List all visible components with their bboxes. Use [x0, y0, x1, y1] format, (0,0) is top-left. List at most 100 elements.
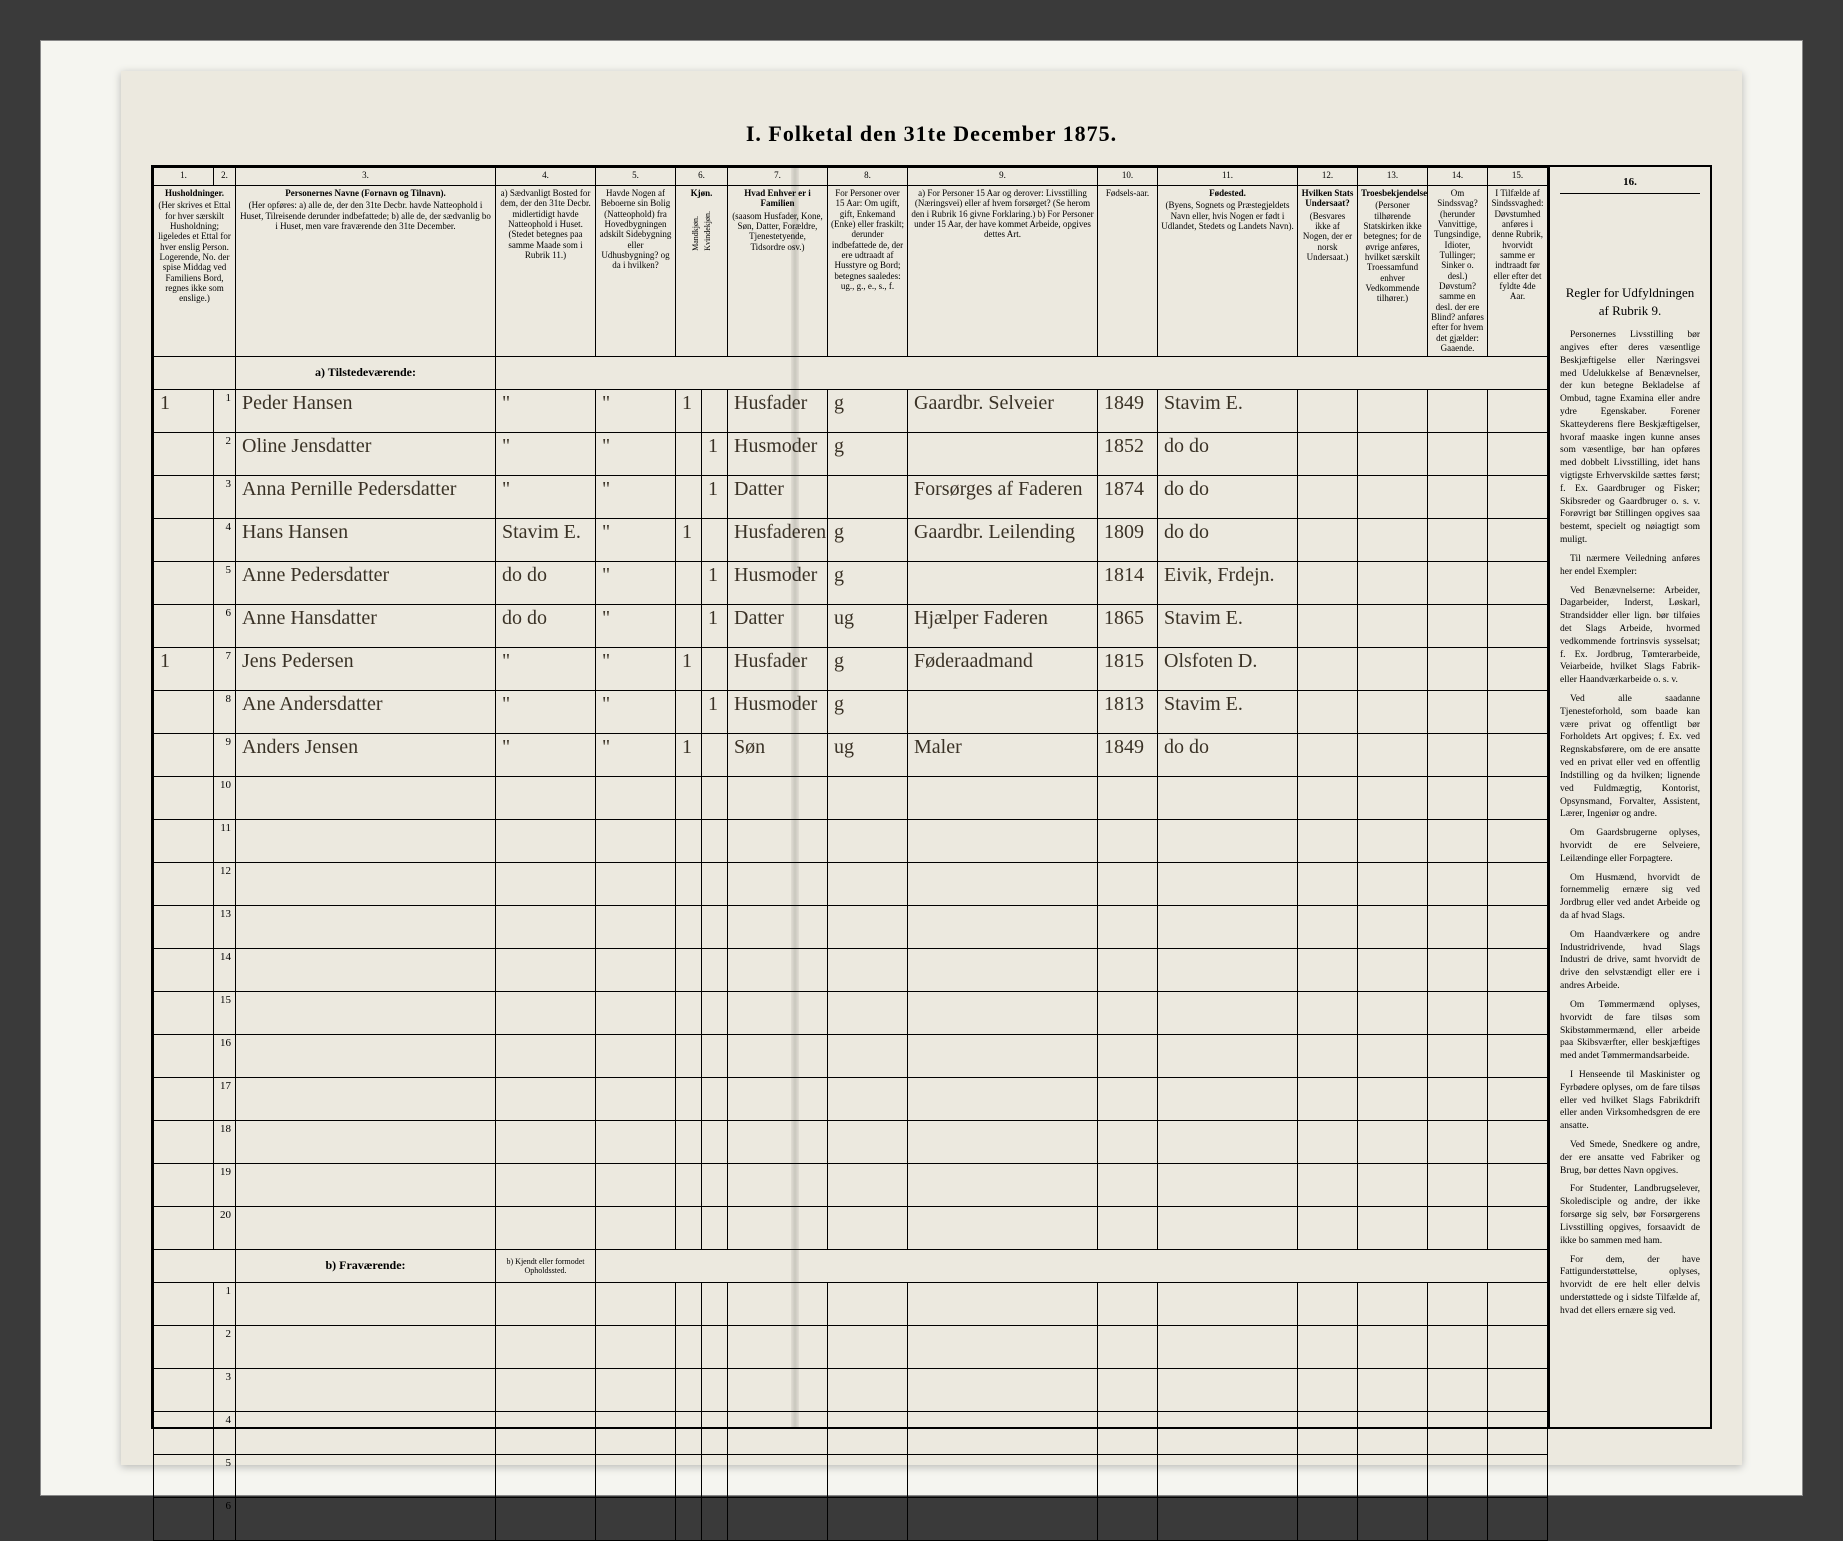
- cell: [1298, 1411, 1358, 1454]
- cell: [908, 776, 1098, 819]
- cell-citizenship: [1298, 647, 1358, 690]
- cell: [1428, 776, 1488, 819]
- section-b-label: b) Fraværende:: [236, 1249, 496, 1282]
- cell-faith: [1358, 389, 1428, 432]
- cell: [1098, 948, 1158, 991]
- cell: [496, 1206, 596, 1249]
- cell: [828, 862, 908, 905]
- cell: [1158, 819, 1298, 862]
- table-row-blank: 5: [154, 1454, 1548, 1497]
- cell: [1158, 1120, 1298, 1163]
- cell-citizenship: [1298, 389, 1358, 432]
- cell: [676, 819, 702, 862]
- cell: [728, 1282, 828, 1325]
- cell-disability: [1428, 647, 1488, 690]
- coln-5: 5.: [596, 168, 676, 186]
- cell: [828, 1411, 908, 1454]
- cell: [728, 1497, 828, 1540]
- cell: [1358, 905, 1428, 948]
- table-row-blank: 16: [154, 1034, 1548, 1077]
- rules-paragraph: For dem, der have Fattigunderstøttelse, …: [1560, 1254, 1700, 1318]
- cell: [908, 1497, 1098, 1540]
- cell: [728, 1206, 828, 1249]
- cell: [702, 948, 728, 991]
- cell: [728, 1368, 828, 1411]
- cell: [1158, 1368, 1298, 1411]
- cell-household: [154, 518, 214, 561]
- cell-occupation: Maler: [908, 733, 1098, 776]
- cell: [828, 819, 908, 862]
- cell: [236, 862, 496, 905]
- cell: [596, 905, 676, 948]
- cell: [1298, 1368, 1358, 1411]
- cell: [236, 1206, 496, 1249]
- cell: [236, 1120, 496, 1163]
- coln-8: 8.: [828, 168, 908, 186]
- cell-household: [154, 733, 214, 776]
- cell: [1358, 1282, 1428, 1325]
- cell-rownum: 18: [214, 1120, 236, 1163]
- cell: [236, 1163, 496, 1206]
- cell-citizenship: [1298, 604, 1358, 647]
- cell: [908, 948, 1098, 991]
- cell: [1298, 1206, 1358, 1249]
- cell: [728, 905, 828, 948]
- cell-household: [154, 561, 214, 604]
- cell: [496, 905, 596, 948]
- cell: [154, 1077, 214, 1120]
- head-15: I Tilfælde af Sindssvaghed: Døvstumhed a…: [1488, 186, 1548, 357]
- cell-household: [154, 432, 214, 475]
- cell: [154, 1120, 214, 1163]
- cell: [236, 776, 496, 819]
- cell: [676, 776, 702, 819]
- cell: [1298, 1163, 1358, 1206]
- cell: [154, 1206, 214, 1249]
- census-table-wrap: 1. 2. 3. 4. 5. 6. 7. 8. 9. 10. 11. 12.: [151, 165, 1550, 1429]
- cell: [676, 1282, 702, 1325]
- cell: [1298, 948, 1358, 991]
- cell: [1158, 1497, 1298, 1540]
- cell-disability: [1428, 604, 1488, 647]
- scan-frame: I. Folketal den 31te December 1875. 1.: [40, 40, 1803, 1496]
- cell-rownum: 20: [214, 1206, 236, 1249]
- cell: [596, 1411, 676, 1454]
- cell: [1098, 776, 1158, 819]
- rules-paragraph: For Studenter, Landbrugselever, Skoledis…: [1560, 1183, 1700, 1247]
- table-row: 3Anna Pernille Pedersdatter""1DatterFors…: [154, 475, 1548, 518]
- cell-birthplace: Eivik, Frdejn.: [1158, 561, 1298, 604]
- head-7: Hvad Enhver er i Familien(saasom Husfade…: [728, 186, 828, 357]
- cell: [1428, 1368, 1488, 1411]
- coln-2: 2.: [214, 168, 236, 186]
- cell: [1098, 1163, 1158, 1206]
- cell-faith: [1358, 733, 1428, 776]
- cell: [676, 862, 702, 905]
- coln-10: 10.: [1098, 168, 1158, 186]
- cell-citizenship: [1298, 733, 1358, 776]
- coln-9: 9.: [908, 168, 1098, 186]
- cell-year: 1852: [1098, 432, 1158, 475]
- cell: [1428, 1325, 1488, 1368]
- cell-disability: [1428, 561, 1488, 604]
- cell-occupation: Gaardbr. Selveier: [908, 389, 1098, 432]
- cell: [1098, 991, 1158, 1034]
- cell: [236, 1411, 496, 1454]
- cell-civil: g: [828, 647, 908, 690]
- cell-birthplace: Olsfoten D.: [1158, 647, 1298, 690]
- cell-rownum: 16: [214, 1034, 236, 1077]
- cell-female: 1: [702, 604, 728, 647]
- h12-title: Hvilken Stats Undersaat?: [1301, 188, 1354, 209]
- cell: [1158, 1163, 1298, 1206]
- cell: [1358, 862, 1428, 905]
- cell-name: Oline Jensdatter: [236, 432, 496, 475]
- rules-body: Personernes Livsstilling bør angives eft…: [1560, 329, 1700, 1318]
- cell-rownum: 8: [214, 690, 236, 733]
- cell-rownum: 2: [214, 1325, 236, 1368]
- cell: [1158, 1411, 1298, 1454]
- cell: [1358, 1206, 1428, 1249]
- cell: [828, 1206, 908, 1249]
- section-b-label-row: b) Fraværende: b) Kjendt eller formodet …: [154, 1249, 1548, 1282]
- cell: [1098, 905, 1158, 948]
- table-row: 9Anders Jensen""1SønugMaler1849do do: [154, 733, 1548, 776]
- cell: [1158, 1454, 1298, 1497]
- coln-3: 3.: [236, 168, 496, 186]
